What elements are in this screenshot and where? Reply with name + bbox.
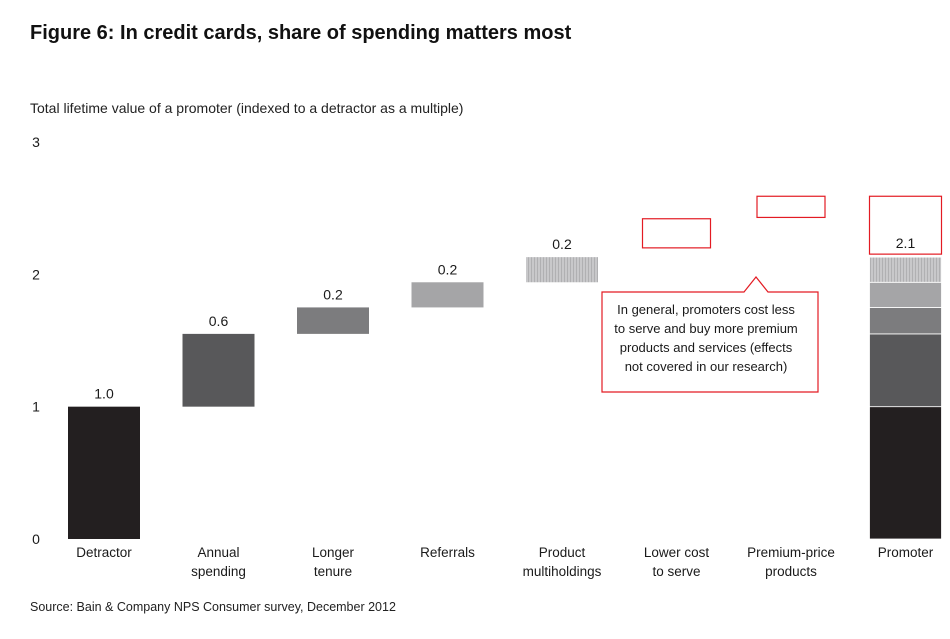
y-axis-label: Total lifetime value of a promoter (inde… [30,100,464,116]
bar [526,257,598,283]
bar-value-label: 0.2 [323,286,343,302]
x-category-label: products [765,564,817,579]
bar-outline [756,195,826,219]
x-category-label: tenure [314,564,352,579]
bar-value-label: 0.2 [438,261,458,277]
x-category-label: Promoter [878,545,934,560]
total-bar-segment [869,333,942,408]
y-axis: 0 1 2 3 [32,134,40,547]
total-bar-segment [869,256,942,283]
bar [297,307,369,334]
y-tick-label: 2 [32,266,40,282]
x-category-label: multiholdings [523,564,602,579]
source-note: Source: Bain & Company NPS Consumer surv… [30,600,396,614]
x-category-label: Detractor [76,545,132,560]
data-labels: 1.0 0.6 0.2 0.2 0.2 2.1 [94,235,915,402]
callout-box [601,276,819,393]
total-bar-segment [869,307,942,335]
total-bar-segment [869,281,942,308]
bar-value-label: 0.6 [209,313,229,329]
callout-text: In general, promoters cost less [617,302,795,317]
bar-series [68,195,943,540]
y-tick-label: 3 [32,134,40,150]
bar [182,333,255,407]
x-category-label: Premium-price [747,545,835,560]
x-category-label: Lower cost [644,545,710,560]
x-category-label: Longer [312,545,355,560]
y-tick-label: 0 [32,531,40,547]
x-category-label: Annual [197,545,239,560]
y-tick-label: 1 [32,399,40,415]
bar-value-label: 0.2 [552,236,572,252]
bar [68,406,140,539]
x-category-label: Product [539,545,586,560]
total-bar-outline [868,195,943,255]
callout-text: not covered in our research) [625,359,788,374]
x-category-label: Referrals [420,545,475,560]
total-value-label: 2.1 [896,235,916,251]
x-category-label: to serve [652,564,700,579]
annotation-callout: In general, promoters cost less to serve … [601,276,819,393]
bar [411,282,484,308]
x-category-label: spending [191,564,246,579]
figure-title: Figure 6: In credit cards, share of spen… [30,22,572,44]
callout-text: to serve and buy more premium [614,321,798,336]
bar-outline [641,218,712,249]
callout-text: products and services (effects [620,340,793,355]
bar-value-label: 1.0 [94,386,114,402]
total-bar-segment [869,406,942,540]
x-axis: Detractor Annual spending Longer tenure Refer… [76,545,934,579]
